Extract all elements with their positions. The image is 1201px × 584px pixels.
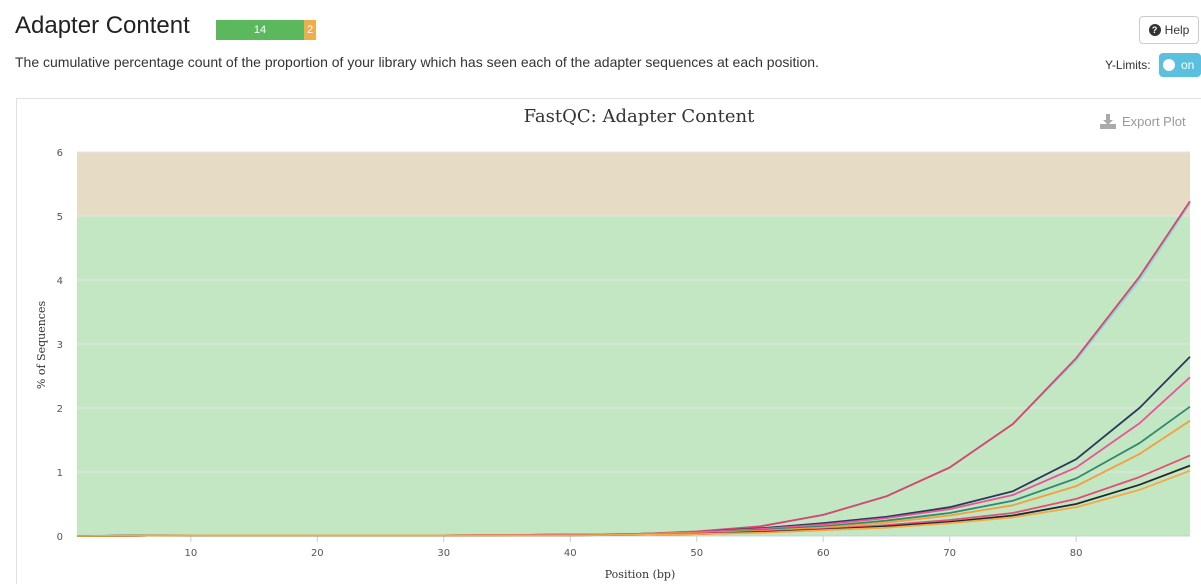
help-label: Help <box>1164 23 1190 37</box>
x-tick-label: 80 <box>1070 548 1083 559</box>
series-line-9[interactable] <box>76 469 1191 537</box>
status-bar[interactable]: 14 2 <box>216 20 316 40</box>
plot-container <box>16 98 1201 584</box>
y-tick-label: 6 <box>57 148 63 159</box>
x-tick-labels: 10 20 30 40 50 60 70 80 <box>184 536 1083 559</box>
page-title: Adapter Content <box>15 12 190 39</box>
x-tick-label: 50 <box>690 548 703 559</box>
y-tick-label: 4 <box>57 276 63 287</box>
x-tick-label: 40 <box>564 548 577 559</box>
y-tick-label: 5 <box>57 212 63 223</box>
band-0 <box>77 216 1190 536</box>
y-tick-label: 3 <box>57 340 63 351</box>
status-pass-count[interactable]: 14 <box>216 20 304 40</box>
question-icon: ? <box>1148 24 1161 36</box>
download-icon <box>1100 114 1116 129</box>
toggle-knob-icon <box>1163 59 1175 71</box>
y-tick-label: 1 <box>57 468 63 479</box>
help-button[interactable]: ? Help <box>1139 16 1199 44</box>
y-tick-label: 2 <box>57 404 63 415</box>
x-tick-label: 70 <box>943 548 956 559</box>
export-plot-button[interactable]: Export Plot <box>1100 114 1186 129</box>
x-tick-label: 10 <box>184 548 197 559</box>
y-tick-label: 0 <box>57 532 63 543</box>
section-description: The cumulative percentage count of the p… <box>15 54 819 70</box>
threshold-bands <box>77 152 1190 536</box>
x-tick-label: 60 <box>817 548 830 559</box>
ylimits-label: Y-Limits: <box>1105 58 1151 72</box>
ylimits-toggle-label: on <box>1181 58 1195 72</box>
ylimits-toggle[interactable]: on <box>1159 53 1201 77</box>
status-warn-count[interactable]: 2 <box>304 20 316 40</box>
x-tick-label: 30 <box>437 548 450 559</box>
x-axis-label: Position (bp) <box>605 568 676 581</box>
series-lines <box>76 200 1191 537</box>
x-tick-label: 20 <box>311 548 324 559</box>
y-axis-label: % of Sequences <box>35 301 48 390</box>
chart-title: FastQC: Adapter Content <box>524 106 755 127</box>
y-tick-labels: 0 1 2 3 4 5 6 <box>57 148 63 543</box>
export-plot-label[interactable]: Export Plot <box>1122 114 1186 129</box>
band-1 <box>77 152 1190 216</box>
